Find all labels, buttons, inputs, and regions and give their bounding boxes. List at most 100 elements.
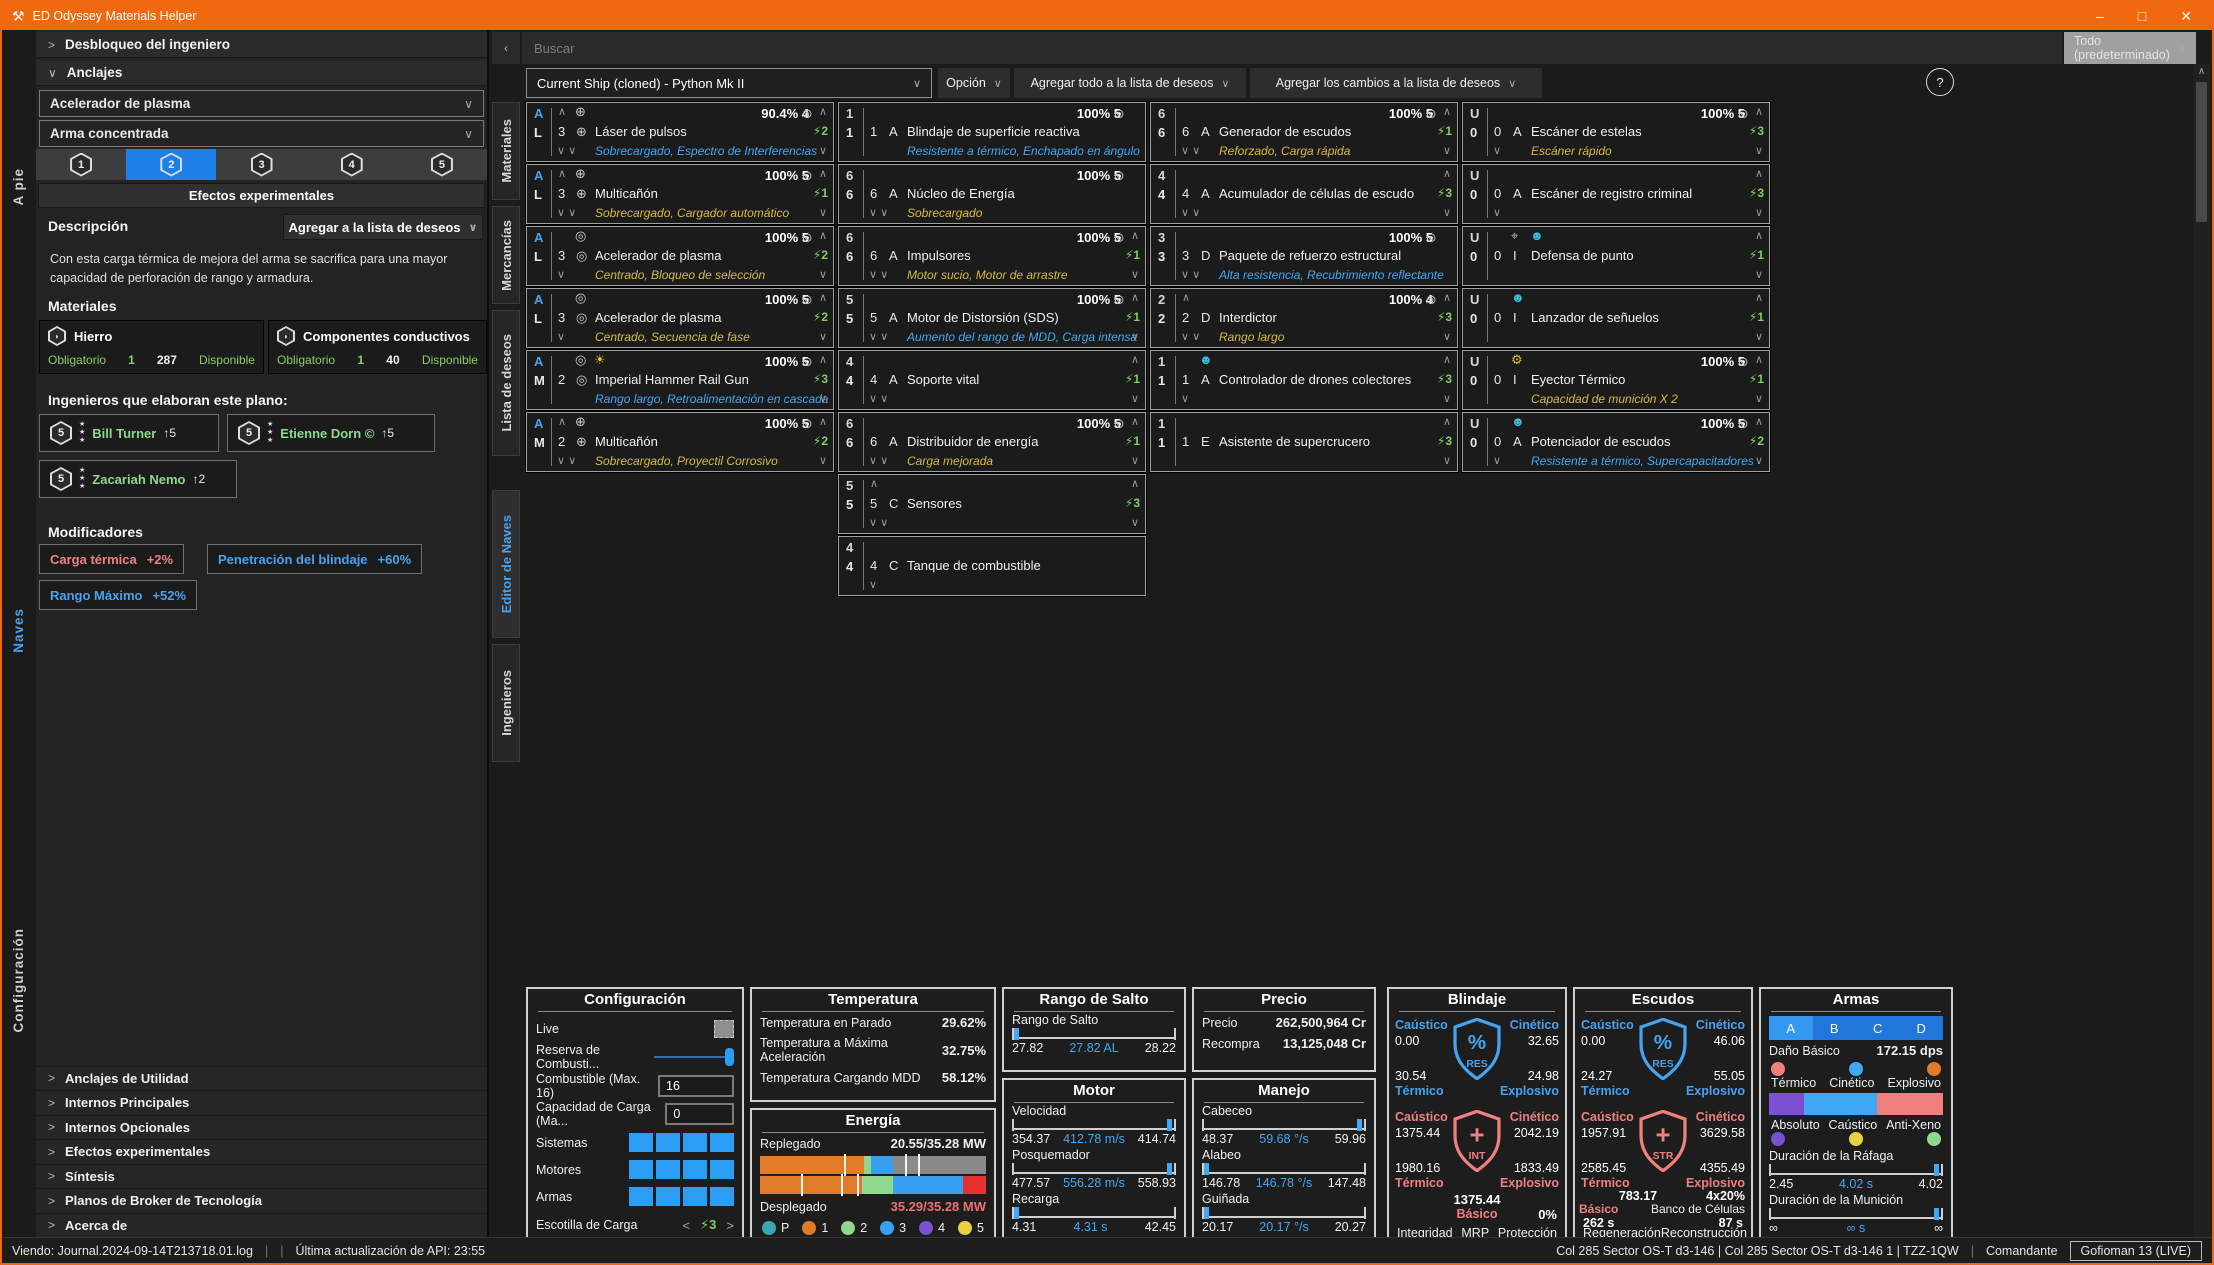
engineer-chip[interactable]: 5 ★ ★ ★ Etienne Dorn © ↑5 xyxy=(227,414,435,452)
slider-thumb[interactable] xyxy=(1357,1119,1363,1131)
slider-thumb[interactable] xyxy=(1203,1163,1209,1175)
section-engineer-unlock[interactable]: > Desbloqueo del ingeniero xyxy=(36,32,487,58)
module-card[interactable]: 4 4 4 A Soporte vital ∨ ∨ ∧ ⚡1 ∨ xyxy=(838,350,1146,410)
collapse-sidebar-button[interactable]: ‹ xyxy=(492,32,520,64)
chevron-down-icon[interactable]: ∨ ∨ xyxy=(869,207,889,219)
chevron-up-icon[interactable]: ∧ xyxy=(818,106,827,118)
option-button[interactable]: Opción ∨ xyxy=(938,68,1010,98)
section-internos-opcionales[interactable]: > Internos Opcionales xyxy=(36,1114,487,1139)
slider-track[interactable] xyxy=(1202,1119,1366,1131)
module-card[interactable]: A M ∧ ⊕ 2 ⊕ Multicañón ∨ ∨ Sobrecargado, Proyect… xyxy=(526,412,834,472)
chevron-up-icon[interactable]: ∧ xyxy=(818,354,827,366)
chevron-up-icon[interactable]: ∧ xyxy=(1754,168,1763,180)
chevron-down-icon[interactable]: ∨ xyxy=(1442,145,1451,157)
vertical-scrollbar[interactable]: ∧ xyxy=(2193,64,2210,1237)
chevron-down-icon[interactable]: ∨ xyxy=(1130,269,1139,281)
chevron-up-icon[interactable]: ∧ xyxy=(1754,354,1763,366)
module-card[interactable]: 1 1 ☻ 1 A Controlador de drones colectores ∨ ∧ ⚡… xyxy=(1150,350,1458,410)
chevron-down-icon[interactable]: ∨ xyxy=(818,455,827,467)
module-card[interactable]: 2 2 ∧ 2 D Interdictor ∨ ∨ Rango largo 100% ⊚ 4 ∧ ⚡… xyxy=(1150,288,1458,348)
weapon-class-b[interactable]: B xyxy=(1812,1016,1856,1040)
chevron-down-icon[interactable]: ∨ ∨ xyxy=(1181,145,1201,157)
grade-2-button[interactable]: 2 xyxy=(126,149,217,180)
chevron-up-icon[interactable]: ∧ xyxy=(1754,416,1763,428)
chevron-down-icon[interactable]: ∨ ∨ xyxy=(1181,331,1201,343)
scroll-up-icon[interactable]: ∧ xyxy=(2197,66,2206,77)
chevron-up-icon[interactable]: ∧ xyxy=(1130,230,1139,242)
slider-track[interactable] xyxy=(1012,1163,1176,1175)
left-tab-a-pie[interactable]: A pie xyxy=(2,142,35,232)
module-card[interactable]: 5 5 5 A Motor de Distorsión (SDS) ∨ ∨ Aumento … xyxy=(838,288,1146,348)
engineer-chip[interactable]: 5 ★ ★ ★ Bill Turner ↑5 xyxy=(39,414,219,452)
chevron-down-icon[interactable]: ∨ xyxy=(818,331,827,343)
module-card[interactable]: 1 1 1 E Asistente de supercrucero ∧ ⚡3 ∨ xyxy=(1150,412,1458,472)
section-efectos-experimentales[interactable]: > Efectos experimentales xyxy=(36,1139,487,1164)
grade-1-button[interactable]: 1 xyxy=(36,149,126,180)
chevron-down-icon[interactable]: ∨ xyxy=(1130,331,1139,343)
chevron-down-icon[interactable]: ∨ xyxy=(1493,145,1502,157)
chevron-up-icon[interactable]: ∧ xyxy=(1442,416,1451,428)
module-card[interactable]: A L ◎ 3 ◎ Acelerador de plasma ∨ Centrado, Secu… xyxy=(526,288,834,348)
fuel-reserve-slider[interactable] xyxy=(654,1047,734,1067)
chevron-up-icon[interactable]: ∧ xyxy=(1130,478,1139,490)
chevron-up-icon[interactable]: ∧ xyxy=(558,168,567,180)
grade-3-button[interactable]: 3 xyxy=(216,149,306,180)
chevron-down-icon[interactable]: ∨ xyxy=(557,269,566,281)
chevron-down-icon[interactable]: ∨ xyxy=(818,269,827,281)
main-tab-mercancías[interactable]: Mercancías xyxy=(492,206,520,304)
chevron-up-icon[interactable]: ∧ xyxy=(1754,292,1763,304)
grade-4-button[interactable]: 4 xyxy=(307,149,397,180)
chevron-up-icon[interactable]: ∧ xyxy=(1442,292,1451,304)
weapon-class-a[interactable]: A xyxy=(1769,1016,1813,1040)
chevron-down-icon[interactable]: ∨ xyxy=(1442,455,1451,467)
pips-indicator[interactable] xyxy=(629,1133,734,1153)
scrollbar-thumb[interactable] xyxy=(2196,82,2207,222)
search-input[interactable]: Buscar xyxy=(522,32,2062,64)
module-card[interactable]: 5 5 ∧ 5 C Sensores ∨ ∨ ∧ ⚡3 ∨ xyxy=(838,474,1146,534)
chevron-down-icon[interactable]: ∨ xyxy=(1130,393,1139,405)
chevron-up-icon[interactable]: ∧ xyxy=(1130,354,1139,366)
main-tab-lista-de-deseos[interactable]: Lista de deseos xyxy=(492,310,520,456)
section-anclajes-de-utilidad[interactable]: > Anclajes de Utilidad xyxy=(36,1065,487,1090)
module-card[interactable]: U 0 ☻ 0 I Lanzador de señuelos ∧ ⚡1 ∨ xyxy=(1462,288,1770,348)
chevron-down-icon[interactable]: ∨ xyxy=(818,207,827,219)
chevron-down-icon[interactable]: ∨ xyxy=(1754,207,1763,219)
chevron-down-icon[interactable]: ∨ ∨ xyxy=(1181,207,1201,219)
slider-track[interactable] xyxy=(1769,1208,1943,1220)
chevron-up-icon[interactable]: ∧ xyxy=(818,416,827,428)
chevron-down-icon[interactable]: ∨ ∨ xyxy=(869,455,889,467)
slider-thumb[interactable] xyxy=(1933,1208,1939,1220)
cargo-input[interactable]: 0 xyxy=(665,1103,734,1126)
module-card[interactable]: U 0 ⌖ ☻ 0 I Defensa de punto ∧ ⚡1 ∨ xyxy=(1462,226,1770,286)
left-tab-configuración[interactable]: Configuración xyxy=(2,895,35,1065)
main-tab-ingenieros[interactable]: Ingenieros xyxy=(492,644,520,762)
add-all-to-wishlist-button[interactable]: Agregar todo a la lista de deseos ∨ xyxy=(1014,68,1246,98)
main-tab-editor-de-naves[interactable]: Editor de Naves xyxy=(492,490,520,638)
grade-5-button[interactable]: 5 xyxy=(397,149,487,180)
module-card[interactable]: A L ◎ 3 ◎ Acelerador de plasma ∨ Centrado, Bloq… xyxy=(526,226,834,286)
blueprint-dropdown[interactable]: Arma concentrada ∨ xyxy=(39,120,484,147)
chevron-up-icon[interactable]: ∧ xyxy=(818,230,827,242)
chevron-down-icon[interactable]: ∨ xyxy=(1130,455,1139,467)
chevron-down-icon[interactable]: ∨ xyxy=(1754,455,1763,467)
module-card[interactable]: U 0 0 A Escáner de registro criminal ∨ ∧ ⚡3 ∨ xyxy=(1462,164,1770,224)
ship-dropdown[interactable]: Current Ship (cloned) - Python Mk II ∨ xyxy=(526,68,932,98)
slider-thumb[interactable] xyxy=(1167,1163,1173,1175)
chevron-down-icon[interactable]: ∨ xyxy=(1130,517,1139,529)
pips-indicator[interactable] xyxy=(629,1160,734,1180)
help-button[interactable]: ? xyxy=(1926,68,1954,96)
slider-track[interactable] xyxy=(1012,1028,1176,1040)
module-card[interactable]: 6 6 6 A Generador de escudos ∨ ∨ Reforzado, Ca… xyxy=(1150,102,1458,162)
experimental-effects-button[interactable]: Efectos experimentales xyxy=(38,183,485,208)
chevron-up-icon[interactable]: ∧ xyxy=(1130,416,1139,428)
commander-name[interactable]: Gofioman 13 (LIVE) xyxy=(2069,1240,2202,1261)
chevron-down-icon[interactable]: ∨ ∨ xyxy=(557,145,577,157)
slider-track[interactable] xyxy=(1202,1207,1366,1219)
live-checkbox[interactable] xyxy=(714,1019,734,1038)
slider-thumb[interactable] xyxy=(1167,1119,1173,1131)
section-hardpoints[interactable]: ∨ Anclajes xyxy=(36,60,487,86)
add-changes-to-wishlist-button[interactable]: Agregar los cambios a la lista de deseos… xyxy=(1250,68,1542,98)
engineer-chip[interactable]: 5 ★ ★ ★ Zacariah Nemo ↑2 xyxy=(39,460,237,498)
module-card[interactable]: 1 1 1 A Blindaje de superficie reactiva Resis… xyxy=(838,102,1146,162)
slider-track[interactable] xyxy=(1012,1207,1176,1219)
